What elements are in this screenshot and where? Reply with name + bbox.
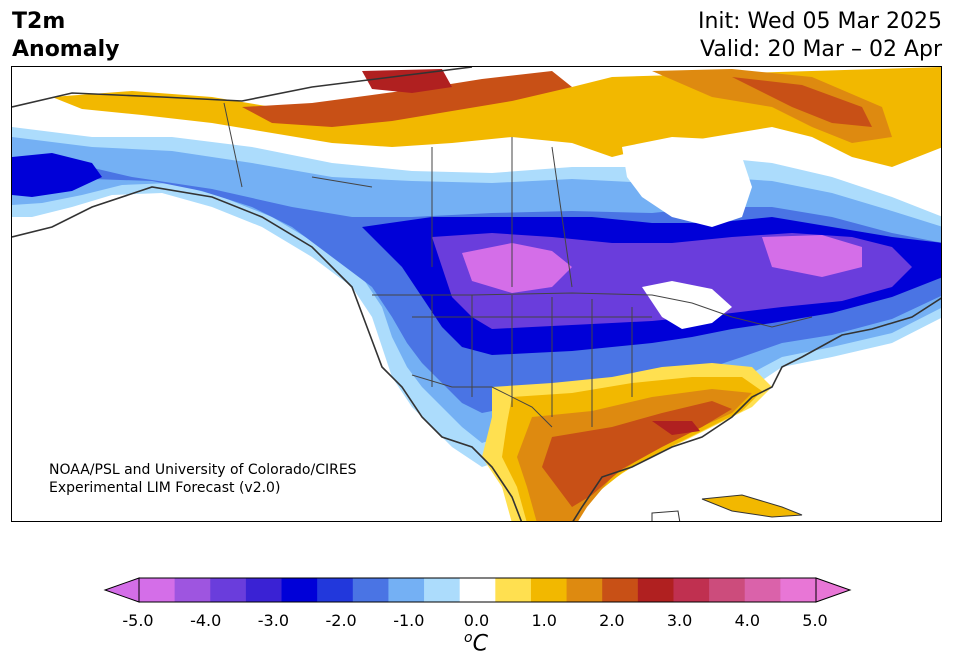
colorbar-segment — [210, 578, 247, 602]
credit-line-2: Experimental LIM Forecast (v2.0) — [49, 480, 281, 496]
unit-main: C — [472, 631, 488, 657]
colorbar-segment — [388, 578, 425, 602]
init-date-label: Init: Wed 05 Mar 2025 — [697, 9, 942, 34]
colorbar-tick-label: 5.0 — [802, 611, 828, 630]
colorbar-tick-label: 2.0 — [599, 611, 625, 630]
anomaly-field — [12, 67, 941, 521]
colorbar-segment — [602, 578, 639, 602]
colorbar-segment — [174, 578, 211, 602]
colorbar-segment — [780, 578, 817, 602]
colorbar-segment — [139, 578, 176, 602]
variable-label: T2m — [12, 9, 66, 34]
colorbar-segment — [317, 578, 354, 602]
colorbar-over-arrow — [815, 577, 852, 603]
colorbar-tick-label: -5.0 — [122, 611, 154, 630]
colorbar-tick-label: -2.0 — [325, 611, 357, 630]
colorbar-frame — [138, 577, 817, 603]
se-hot-patch — [652, 421, 700, 435]
arctic-hot-patch — [362, 69, 452, 93]
colorbar — [0, 540, 954, 671]
us-mexico-border — [411, 374, 553, 428]
colorbar-tick-label: 4.0 — [734, 611, 761, 630]
small-island — [651, 510, 681, 521]
anomaly-map: NOAA/PSL and University of Colorado/CIRE… — [11, 66, 942, 522]
colorbar-tick-label: -1.0 — [393, 611, 425, 630]
colorbar-segment — [566, 578, 603, 602]
province-lines — [311, 137, 573, 288]
hudson-bay — [622, 137, 752, 227]
colorbar-segment — [424, 578, 461, 602]
state-lines — [412, 295, 652, 427]
us-canada-border — [372, 292, 813, 328]
unit-superscript: o — [464, 630, 473, 646]
great-lakes — [642, 281, 732, 329]
map-title: T2m Anomaly — [12, 8, 119, 64]
colorbar-unit-label: oC — [464, 630, 488, 656]
colorbar-tick-label: -4.0 — [190, 611, 222, 630]
forecast-dates: Init: Wed 05 Mar 2025 Valid: 20 Mar – 02… — [698, 8, 942, 64]
cold-max-west — [462, 243, 572, 293]
colorbar-segment — [281, 578, 318, 602]
colorbar-segment — [352, 578, 389, 602]
colorbar-under-arrow — [103, 577, 140, 603]
cold-max-east — [762, 235, 862, 277]
coastline — [12, 67, 941, 521]
colorbar-graphic — [103, 577, 852, 603]
colorbar-segment — [673, 578, 710, 602]
colorbar-segment — [530, 578, 568, 602]
field-label: Anomaly — [12, 37, 120, 62]
baffin-orange — [652, 69, 892, 143]
credit-line-1: NOAA/PSL and University of Colorado/CIRE… — [49, 462, 357, 478]
political-boundaries — [223, 102, 813, 428]
baffin-strong — [732, 77, 872, 127]
map-canvas — [12, 67, 941, 521]
colorbar-segment — [459, 578, 496, 602]
valid-period-label: Valid: 20 Mar – 02 Apr — [700, 37, 942, 62]
colorbar-segment — [744, 578, 781, 602]
cuba-island — [701, 494, 803, 518]
colorbar-tick-label: 3.0 — [666, 611, 693, 630]
colorbar-tick-label: 1.0 — [531, 611, 557, 630]
colorbar-segment — [495, 578, 532, 602]
colorbar-segment — [709, 578, 746, 602]
colorbar-tick-label: -3.0 — [257, 611, 289, 630]
colorbar-tick-label: 0.0 — [463, 611, 490, 630]
credit-text: NOAA/PSL and University of Colorado/CIRE… — [49, 461, 357, 497]
arctic-orange-band — [242, 71, 572, 127]
alaska-cool-core — [12, 153, 102, 197]
alaska-border — [223, 102, 243, 188]
colorbar-segment — [245, 578, 283, 602]
colorbar-segment — [637, 578, 674, 602]
